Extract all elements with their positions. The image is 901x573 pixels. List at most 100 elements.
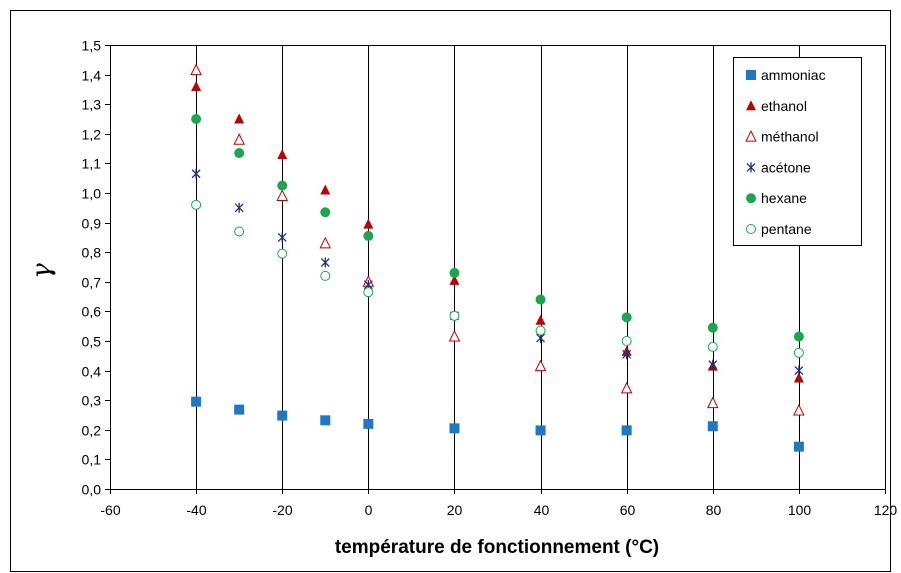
- x-tick-label: 20: [447, 502, 463, 518]
- x-tick-label: 80: [706, 502, 722, 518]
- plot-area: [110, 45, 886, 490]
- point-acétone: [234, 202, 244, 213]
- point-pentane: [449, 310, 460, 321]
- y-tick-label: 1,0: [82, 186, 102, 202]
- point-pentane: [793, 347, 804, 358]
- point-méthanol: [706, 396, 719, 409]
- point-hexane: [363, 230, 374, 241]
- point-ethanol: [535, 314, 546, 325]
- point-ethanol: [320, 184, 331, 195]
- point-ethanol: [277, 149, 288, 160]
- point-ammoniac: [707, 421, 718, 432]
- point-acétone: [320, 257, 330, 268]
- point-méthanol: [319, 236, 332, 249]
- legend-marker: [746, 224, 756, 234]
- point-ethanol: [449, 274, 460, 285]
- legend-marker: [746, 162, 756, 173]
- point-hexane: [793, 331, 804, 342]
- y-tick-label: 0,6: [82, 304, 102, 320]
- point-méthanol: [448, 329, 461, 342]
- y-tick-label: 1,2: [82, 127, 102, 143]
- point-pentane: [320, 270, 331, 281]
- point-acétone: [794, 365, 804, 376]
- point-ethanol: [363, 218, 374, 229]
- y-tick-label: 0,4: [82, 364, 102, 380]
- y-tick-label: 0,5: [82, 334, 102, 350]
- point-pentane: [621, 336, 632, 346]
- point-méthanol: [620, 381, 633, 394]
- point-ammoniac: [793, 441, 804, 452]
- x-tick-label: 100: [788, 502, 812, 518]
- y-tick-label: 0,1: [82, 452, 102, 468]
- x-tick-label: -20: [272, 502, 292, 518]
- point-ammoniac: [363, 418, 374, 429]
- y-tick-label: 1,5: [82, 38, 102, 54]
- point-méthanol: [534, 359, 547, 372]
- y-axis-title: γ: [27, 263, 57, 279]
- point-méthanol: [793, 403, 805, 416]
- data-points: [190, 63, 805, 452]
- point-hexane: [621, 312, 632, 323]
- point-ammoniac: [191, 396, 202, 407]
- point-hexane: [191, 114, 202, 124]
- point-acétone: [622, 349, 632, 360]
- point-pentane: [234, 226, 245, 237]
- x-tick-label: 120: [874, 502, 898, 518]
- point-hexane: [320, 207, 331, 218]
- legend-marker: [745, 129, 757, 142]
- legend-label: ammoniac: [761, 67, 826, 83]
- point-pentane: [535, 325, 546, 336]
- y-tick-label: 0,3: [82, 393, 102, 409]
- x-tick-label: 60: [620, 502, 636, 518]
- x-tick-label: -40: [186, 502, 206, 518]
- point-méthanol: [233, 133, 245, 145]
- point-acétone: [191, 168, 201, 179]
- point-hexane: [449, 267, 460, 278]
- point-ethanol: [793, 372, 804, 383]
- axes: [105, 45, 886, 494]
- legend-marker: [746, 193, 756, 204]
- y-tick-label: 0,8: [82, 245, 102, 261]
- y-tick-label: 0,0: [82, 482, 102, 498]
- point-ammoniac: [320, 415, 331, 426]
- point-pentane: [363, 287, 374, 298]
- point-pentane: [707, 341, 718, 352]
- point-hexane: [707, 322, 718, 333]
- y-tick-label: 1,1: [82, 156, 102, 172]
- point-ethanol: [191, 80, 202, 91]
- point-ammoniac: [234, 404, 245, 415]
- x-tick-label: 0: [365, 502, 373, 518]
- point-hexane: [535, 294, 546, 305]
- y-tick-label: 0,7: [82, 275, 102, 291]
- point-méthanol: [190, 63, 202, 76]
- y-tick-label: 0,2: [82, 423, 102, 439]
- point-hexane: [277, 180, 288, 191]
- point-méthanol: [276, 189, 289, 201]
- point-hexane: [234, 148, 245, 159]
- point-ammoniac: [621, 425, 632, 436]
- legend-label: hexane: [761, 190, 807, 206]
- legend-label: ethanol: [761, 98, 807, 114]
- x-tick-label: 40: [534, 502, 550, 518]
- legend-label: acétone: [761, 159, 811, 175]
- x-tick-label: -60: [100, 502, 120, 518]
- legend-marker: [746, 70, 756, 80]
- point-pentane: [191, 199, 202, 210]
- y-tick-label: 1,3: [82, 97, 102, 113]
- legend-label: pentane: [761, 221, 812, 237]
- point-ammoniac: [535, 425, 546, 436]
- legend-box: [733, 57, 862, 246]
- tick-labels: 0,0 0,1 0,2 0,3 0,4 0,5 0,6 0,7 0,8 0,9 1,0 1,1 1,2 1…: [82, 38, 898, 519]
- y-tick-label: 1,4: [82, 68, 102, 84]
- legend-label: méthanol: [761, 129, 819, 145]
- point-acétone: [708, 359, 718, 370]
- point-ammoniac: [277, 410, 288, 421]
- point-ethanol: [234, 113, 245, 124]
- legend: ammoniac ethanol méthanol acétone hexane pent…: [733, 57, 862, 246]
- y-tick-label: 0,9: [82, 216, 102, 232]
- legend-marker: [746, 100, 756, 111]
- point-acétone: [277, 232, 287, 243]
- point-ammoniac: [449, 423, 460, 434]
- point-pentane: [277, 248, 288, 259]
